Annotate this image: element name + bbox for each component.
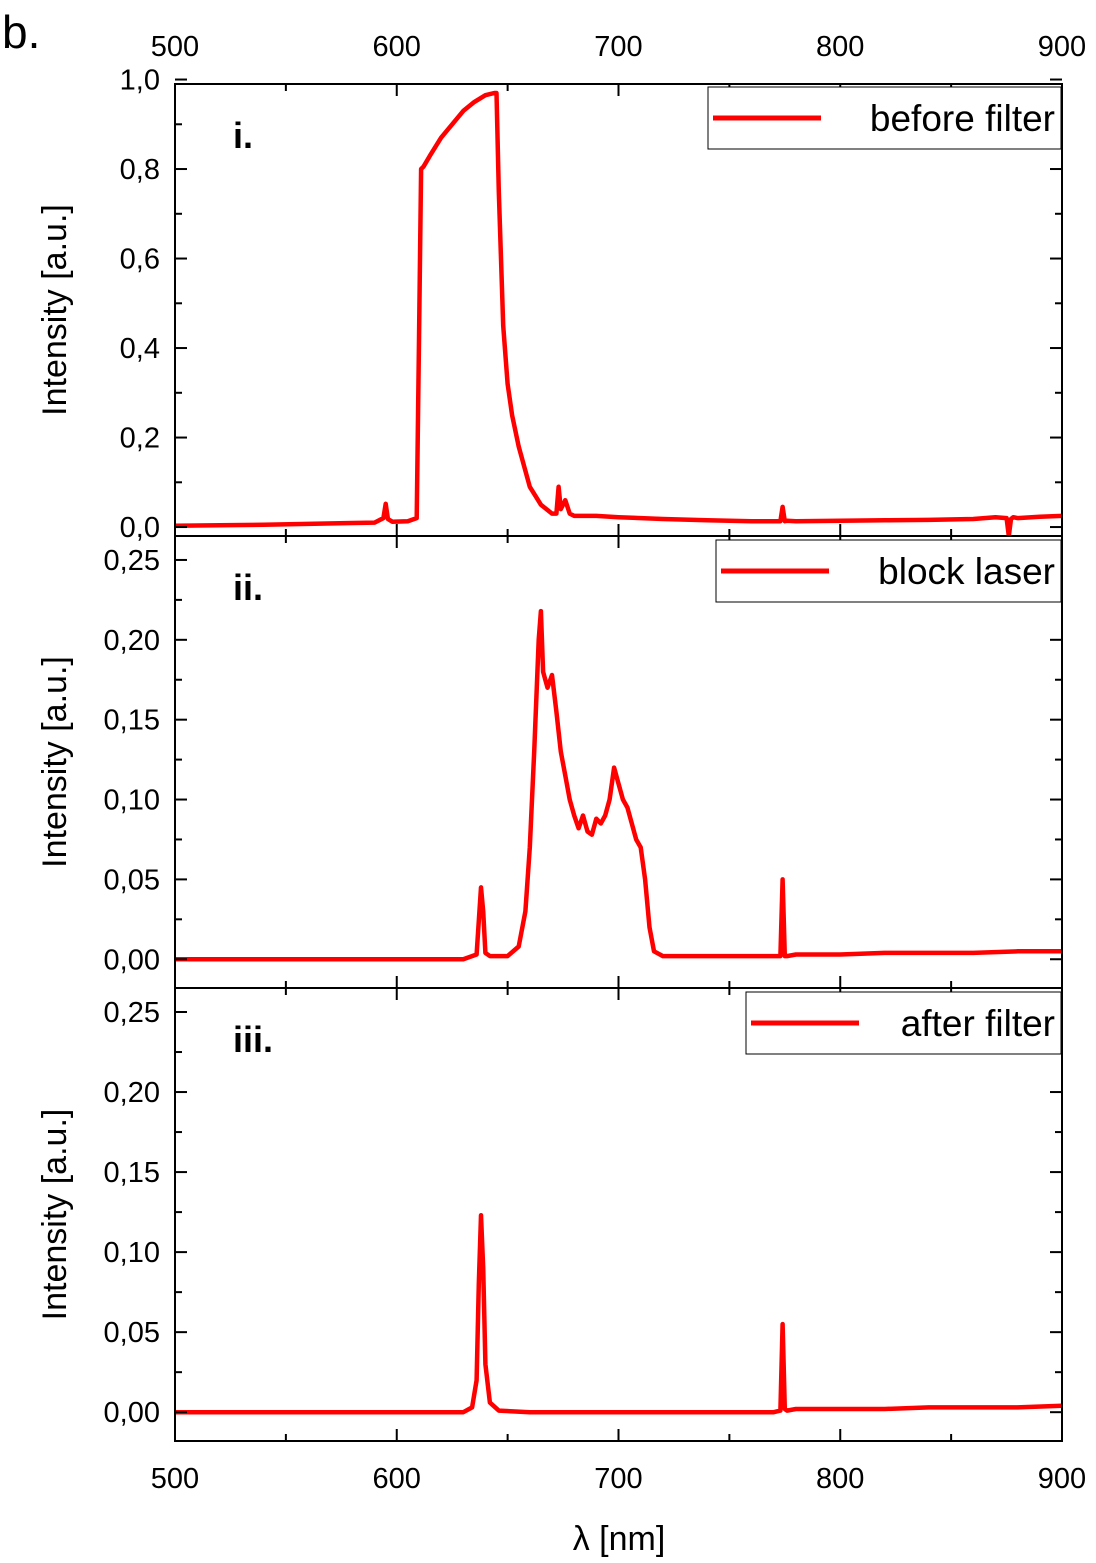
series-line-3 (175, 1213, 1062, 1415)
y-tick-label: 1,0 (120, 65, 160, 97)
y-tick-label: 0,0 (120, 512, 160, 544)
y-axis-title: Intensity [a.u.] (36, 656, 74, 868)
x-tick-label-bottom: 700 (594, 1463, 642, 1495)
legend-entry: before filter (870, 98, 1055, 139)
x-tick-label-bottom: 900 (1038, 1463, 1086, 1495)
x-tick-label-top: 700 (594, 31, 642, 63)
y-tick-label: 0,10 (104, 785, 160, 817)
y-tick-label: 0,20 (104, 625, 160, 657)
panels: 0,0 0,2 0,4 0,6 0,8 1,0 Intensity [a.u.] i. befo… (36, 65, 1063, 1442)
x-tick-label-bottom: 800 (816, 1463, 864, 1495)
legend-entry: after filter (901, 1003, 1055, 1044)
y-tick-label: 0,4 (120, 333, 160, 365)
panel-label: iii. (233, 1019, 273, 1060)
y-tick-label: 0,20 (104, 1077, 160, 1109)
y-tick-label: 0,05 (104, 1317, 160, 1349)
y-tick-label: 0,00 (104, 944, 160, 976)
series-line-2 (175, 608, 1062, 962)
y-tick-label: 0,2 (120, 423, 160, 455)
x-axis-title: λ [nm] (573, 1520, 666, 1558)
panel-3: 0,00 0,05 0,10 0,15 0,20 0,25 Intensity [a.u.]… (36, 987, 1063, 1442)
y-tick-label: 0,25 (104, 545, 160, 577)
panel-label: ii. (233, 567, 263, 608)
panel-2: 0,00 0,05 0,10 0,15 0,20 0,25 Intensity [a.u.]… (36, 535, 1063, 989)
x-tick-label-top: 600 (373, 31, 421, 63)
y-tick-label: 0,6 (120, 244, 160, 276)
y-axis-title: Intensity [a.u.] (36, 1109, 74, 1321)
y-tick-label: 0,15 (104, 705, 160, 737)
x-tick-label-top: 900 (1038, 31, 1086, 63)
top-x-tick-labels: 500 600 700 800 900 (151, 31, 1086, 63)
x-tick-label-bottom: 500 (151, 1463, 199, 1495)
legend-entry: block laser (878, 551, 1055, 592)
bottom-x-tick-labels: 500 600 700 800 900 (151, 1463, 1086, 1495)
y-tick-label: 0,10 (104, 1237, 160, 1269)
series-line-1 (175, 90, 1062, 536)
y-tick-label: 0,00 (104, 1397, 160, 1429)
plot-frame-2 (174, 535, 1063, 989)
x-tick-label-bottom: 600 (373, 1463, 421, 1495)
plot-frame-1 (174, 83, 1063, 537)
legend-3: after filter (745, 991, 1062, 1055)
panel-label: i. (233, 115, 253, 156)
plot-frame-3 (174, 987, 1063, 1442)
y-tick-label: 0,25 (104, 997, 160, 1029)
panel-1: 0,0 0,2 0,4 0,6 0,8 1,0 Intensity [a.u.] i. befo… (36, 65, 1063, 544)
figure-label: b. (2, 6, 40, 58)
x-tick-label-top: 500 (151, 31, 199, 63)
x-tick-label-top: 800 (816, 31, 864, 63)
y-tick-label: 0,15 (104, 1157, 160, 1189)
y-axis-title: Intensity [a.u.] (36, 204, 74, 416)
legend-2: block laser (715, 539, 1062, 603)
y-tick-label: 0,05 (104, 864, 160, 896)
legend-1: before filter (707, 86, 1062, 150)
y-tick-label: 0,8 (120, 154, 160, 186)
